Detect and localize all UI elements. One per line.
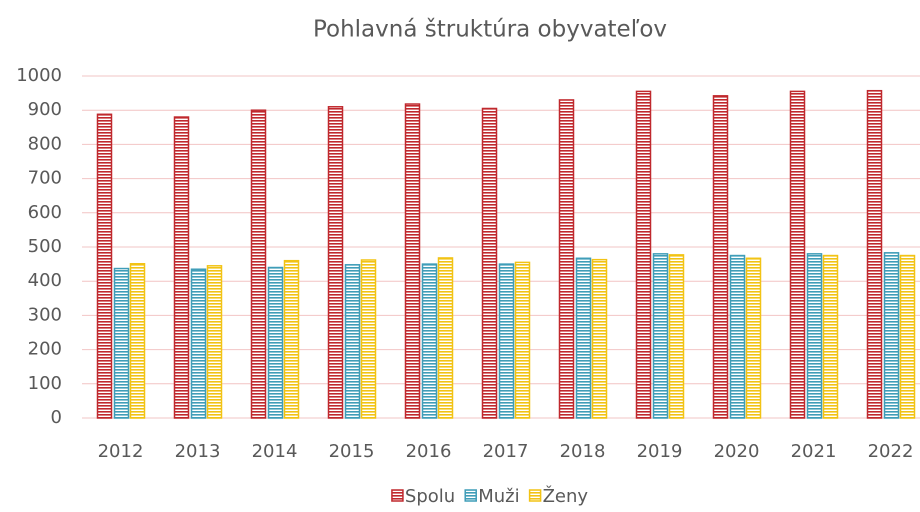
bar — [283, 259, 300, 419]
y-tick-label: 900 — [28, 99, 62, 120]
bar — [822, 254, 839, 419]
bar — [635, 90, 652, 419]
y-tick-label: 300 — [28, 304, 62, 325]
x-tick-label: 2013 — [175, 441, 221, 462]
bar — [745, 257, 762, 419]
legend-swatch — [391, 489, 404, 502]
x-tick-label: 2014 — [252, 441, 298, 462]
bar — [729, 254, 746, 419]
bar — [96, 113, 113, 419]
bar — [514, 261, 531, 419]
bar — [206, 265, 223, 419]
y-tick-label: 200 — [28, 339, 62, 360]
bar — [173, 116, 190, 419]
y-tick-label: 600 — [28, 202, 62, 223]
bar — [652, 253, 669, 419]
x-tick-label: 2022 — [868, 441, 914, 462]
y-tick-label: 100 — [28, 373, 62, 394]
bar — [558, 99, 575, 419]
bar — [327, 106, 344, 419]
legend-label: Ženy — [543, 485, 589, 507]
legend-item: Spolu — [391, 486, 455, 507]
legend-item: Muži — [464, 486, 520, 507]
bar — [668, 254, 685, 419]
bar — [113, 267, 130, 419]
bar — [498, 263, 515, 419]
bar — [712, 95, 729, 419]
x-tick-label: 2015 — [329, 441, 375, 462]
bar — [404, 103, 421, 419]
bar — [267, 266, 284, 419]
x-tick-label: 2016 — [406, 441, 452, 462]
legend-item: Ženy — [528, 485, 589, 507]
bar — [190, 268, 207, 419]
legend-swatch — [528, 489, 542, 502]
bar — [866, 89, 883, 419]
bar — [481, 107, 498, 419]
y-tick-label: 700 — [28, 168, 62, 189]
x-tick-label: 2020 — [714, 441, 760, 462]
y-tick-label: 500 — [28, 236, 62, 257]
legend-swatch — [464, 489, 477, 502]
bar — [899, 254, 916, 419]
x-tick-label: 2019 — [637, 441, 683, 462]
bar — [344, 264, 361, 419]
x-tick-label: 2021 — [791, 441, 837, 462]
x-tick-label: 2018 — [560, 441, 606, 462]
bar — [437, 257, 454, 419]
x-tick-label: 2017 — [483, 441, 529, 462]
y-tick-label: 400 — [28, 270, 62, 291]
bar — [883, 252, 900, 419]
y-tick-label: 800 — [28, 133, 62, 154]
bar — [250, 109, 267, 419]
bar — [129, 263, 146, 419]
legend-label: Spolu — [405, 486, 455, 507]
chart-title: Pohlavná štruktúra obyvateľov — [313, 17, 667, 43]
y-tick-label: 0 — [51, 407, 62, 428]
bar — [360, 259, 377, 419]
bar — [575, 257, 592, 419]
legend-label: Muži — [478, 486, 519, 507]
bar — [591, 258, 608, 419]
x-tick-label: 2012 — [98, 441, 144, 462]
bar — [421, 263, 438, 419]
bar — [789, 90, 806, 419]
legend: Spolu Muži Ženy — [391, 485, 589, 507]
bar — [806, 253, 823, 419]
y-tick-label: 1000 — [16, 65, 62, 86]
